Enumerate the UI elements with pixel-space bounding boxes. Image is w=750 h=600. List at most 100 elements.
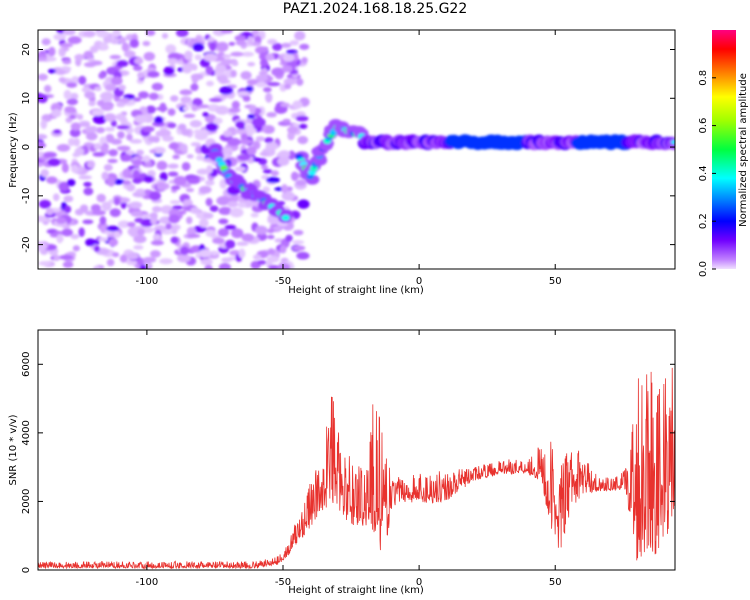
heatmap-cell [126, 252, 139, 260]
heatmap-cell [212, 237, 225, 244]
heatmap-cell [66, 82, 78, 88]
heatmap-cell [211, 250, 218, 256]
heatmap-cell [108, 238, 119, 247]
x-tick-label: -50 [275, 276, 291, 287]
heatmap-cell [247, 113, 256, 120]
snr-series-line [38, 367, 675, 570]
heatmap-cell [265, 92, 273, 103]
heatmap-cell [43, 84, 52, 93]
x-tick-label: -100 [136, 577, 159, 588]
heatmap-cell [180, 143, 188, 153]
heatmap-cell [61, 228, 74, 237]
heatmap-cell [58, 181, 70, 192]
y-tick-label: -20 [21, 236, 32, 252]
heatmap-cell [40, 119, 48, 130]
heatmap-cell [84, 91, 96, 99]
heatmap-cell [186, 226, 197, 236]
heatmap-cell [110, 76, 123, 86]
heatmap-cell [142, 256, 157, 263]
heatmap-cell [159, 258, 173, 265]
heatmap-cell [206, 164, 213, 174]
heatmap-cell [107, 158, 118, 164]
heatmap-cell [185, 216, 193, 225]
heatmap-cell [58, 77, 66, 83]
heatmap-cell [238, 248, 246, 259]
heatmap-cell [223, 130, 233, 138]
heatmap-cell [43, 151, 57, 158]
heatmap-cell [296, 78, 304, 86]
heatmap-cell [99, 136, 108, 146]
heatmap-cell [71, 76, 80, 85]
y-tick-label: 20 [21, 43, 32, 56]
heatmap-cell [45, 207, 54, 216]
heatmap-cell [83, 50, 94, 59]
heatmap-cell [85, 132, 98, 141]
heatmap-cell [109, 208, 121, 217]
heatmap-cell [183, 113, 196, 118]
heatmap-cell [133, 97, 142, 102]
heatmap-cell [266, 81, 281, 87]
heatmap-cell [168, 144, 177, 149]
heatmap-cell [38, 215, 47, 223]
heatmap-cell [278, 150, 291, 158]
heatmap-cell [167, 171, 179, 177]
heatmap-cell [152, 233, 161, 240]
heatmap-cell [116, 125, 130, 130]
heatmap-cell [130, 210, 143, 217]
heatmap-cell [98, 72, 106, 79]
heatmap-cell [78, 227, 85, 237]
heatmap-cell [184, 50, 193, 61]
heatmap-cell [190, 83, 199, 91]
bottom-plot-frame [37, 329, 676, 571]
heatmap-cell [67, 179, 76, 187]
heatmap-cell [70, 234, 80, 240]
heatmap-cell [170, 236, 179, 244]
heatmap-cell [161, 230, 173, 235]
colorbar-label: Normalized spectral amplitude [738, 73, 749, 227]
heatmap-cell [282, 118, 291, 124]
heatmap-cell [107, 176, 116, 187]
heatmap-cell [116, 101, 126, 108]
heatmap-cell [170, 185, 181, 191]
heatmap-cell [150, 240, 164, 246]
heatmap-cell [47, 68, 56, 74]
heatmap-cell [118, 84, 126, 91]
heatmap-cell [116, 145, 131, 151]
heatmap-cell [115, 113, 126, 121]
heatmap-cell [72, 245, 80, 252]
heatmap-cell [200, 258, 213, 266]
heatmap-cell [90, 204, 101, 212]
heatmap-cell [285, 234, 293, 242]
heatmap-cell [281, 184, 288, 194]
heatmap-cell [117, 131, 125, 139]
heatmap-cell [153, 116, 164, 124]
y-tick-label: 10 [21, 92, 32, 105]
heatmap-cell [132, 177, 142, 184]
heatmap-cell [78, 175, 92, 180]
heatmap-cell [218, 262, 232, 269]
x-tick-label: 50 [549, 276, 562, 287]
heatmap-cell [129, 39, 140, 48]
heatmap-cell [151, 82, 164, 91]
heatmap-cell [51, 108, 62, 118]
heatmap-cell [158, 129, 171, 138]
heatmap-cell [132, 65, 143, 71]
figure-title: PAZ1.2024.168.18.25.G22 [282, 1, 468, 17]
heatmap-cell [204, 264, 213, 269]
heatmap-cell [237, 202, 247, 208]
heatmap-cell [106, 258, 115, 267]
heatmap-cell [83, 30, 96, 38]
heatmap-cell [266, 111, 277, 118]
colorbar-ticks: 0.0 0.2 0.4 0.6 0.8 [698, 70, 716, 277]
heatmap-cell [101, 201, 112, 212]
heatmap-cell [169, 200, 181, 205]
heatmap-cell [245, 85, 254, 92]
heatmap-cell [224, 224, 237, 230]
heatmap-cell [182, 65, 193, 74]
heatmap-cell [181, 161, 191, 171]
heatmap-cell [221, 257, 233, 263]
heatmap-cell [99, 91, 114, 101]
bottom-x-axis-label: Height of straight line (km) [288, 585, 424, 596]
heatmap-cell [99, 216, 107, 225]
